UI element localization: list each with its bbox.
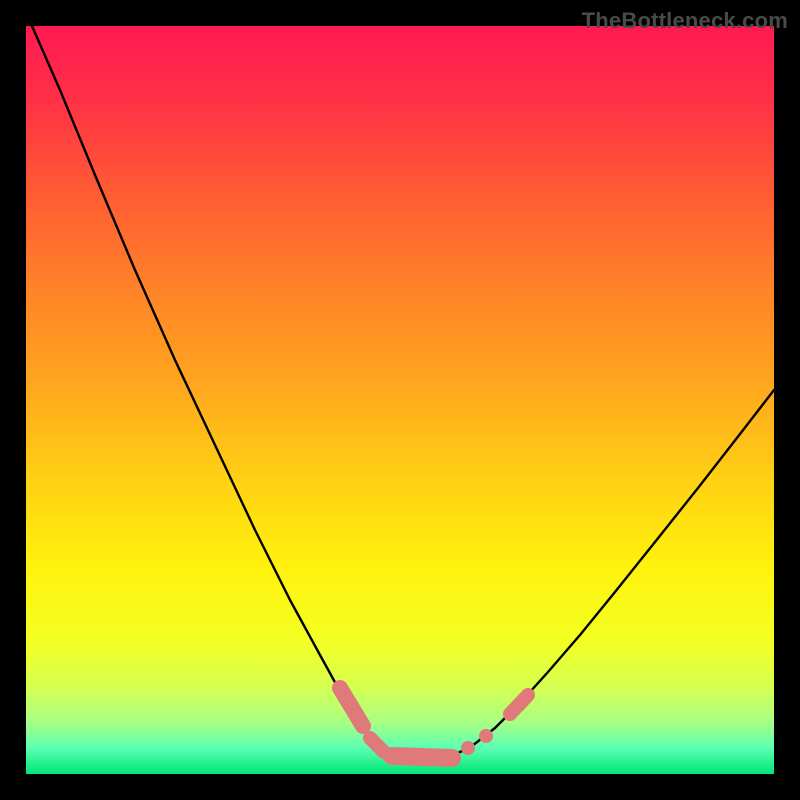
watermark-text: TheBottleneck.com — [582, 8, 788, 34]
chart-svg — [0, 0, 800, 800]
bottleneck-chart: TheBottleneck.com — [0, 0, 800, 800]
